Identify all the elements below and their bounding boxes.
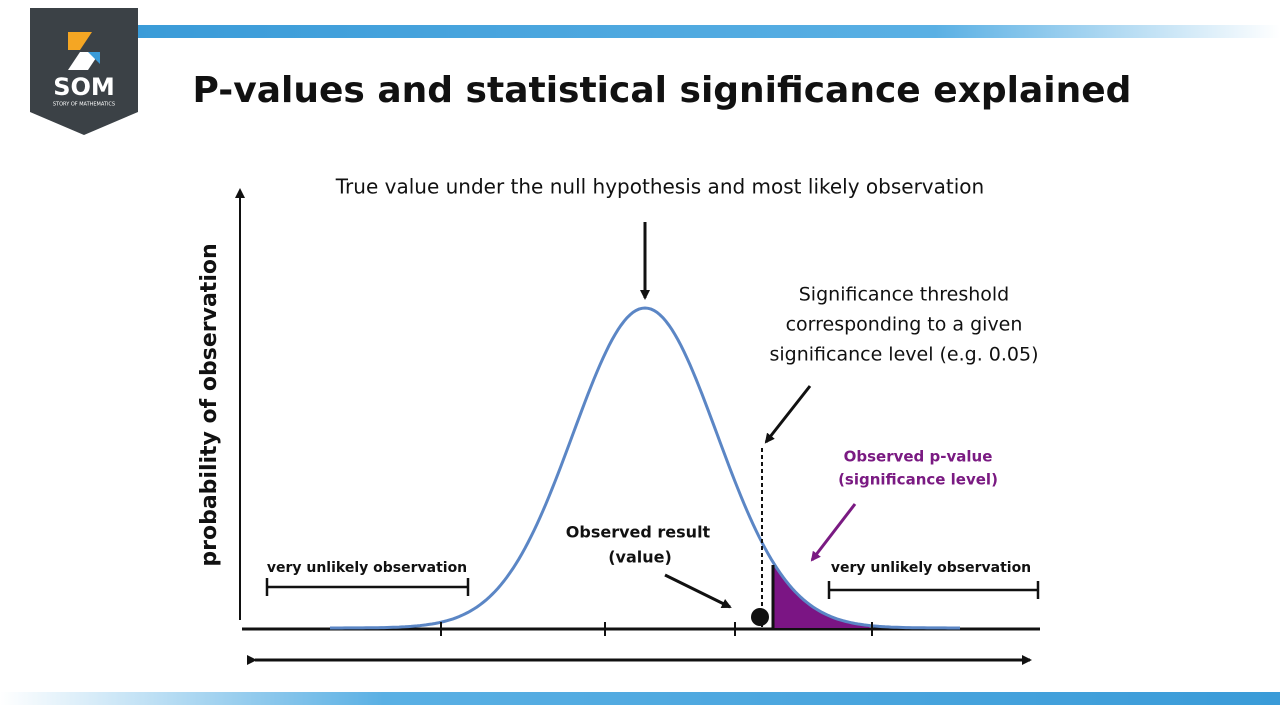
tail-brackets	[265, 578, 1040, 599]
threshold-label: significance level (e.g. 0.05)	[769, 344, 1038, 366]
normal-curve	[330, 306, 960, 630]
peak-label: True value under the null hypothesis and…	[335, 175, 984, 199]
p-value-area	[773, 562, 870, 628]
threshold-label: corresponding to a given	[786, 314, 1023, 336]
logo-mark	[88, 52, 100, 64]
page-title: P-values and statistical significance ex…	[193, 70, 1132, 111]
logo-mark	[68, 32, 92, 50]
p-value-label: Observed p-value	[844, 448, 993, 466]
diagram: probability of observation True value un…	[197, 175, 1040, 665]
top-stripe	[130, 25, 1280, 38]
logo-name: SOM	[53, 73, 115, 101]
bottom-stripe	[0, 692, 1280, 705]
p-value-arrow	[810, 503, 857, 562]
p-value-label: (significance level)	[838, 471, 998, 489]
logo-badge	[30, 8, 138, 135]
logo-tagline: STORY OF MATHEMATICS	[53, 102, 115, 108]
logo: SOM STORY OF MATHEMATICS	[30, 8, 138, 135]
tail-label: very unlikely observation	[267, 560, 467, 576]
ticks	[440, 622, 873, 636]
y-axis-label: probability of observation	[197, 243, 222, 566]
observed-arrow	[664, 573, 732, 609]
observed-label: (value)	[608, 548, 672, 567]
logo-mark	[68, 52, 100, 70]
threshold-arrow	[764, 385, 812, 444]
threshold-label: Significance threshold	[799, 284, 1009, 306]
tail-label: very unlikely observation	[831, 560, 1031, 576]
observed-point	[751, 608, 769, 626]
observed-label: Observed result	[566, 523, 711, 542]
